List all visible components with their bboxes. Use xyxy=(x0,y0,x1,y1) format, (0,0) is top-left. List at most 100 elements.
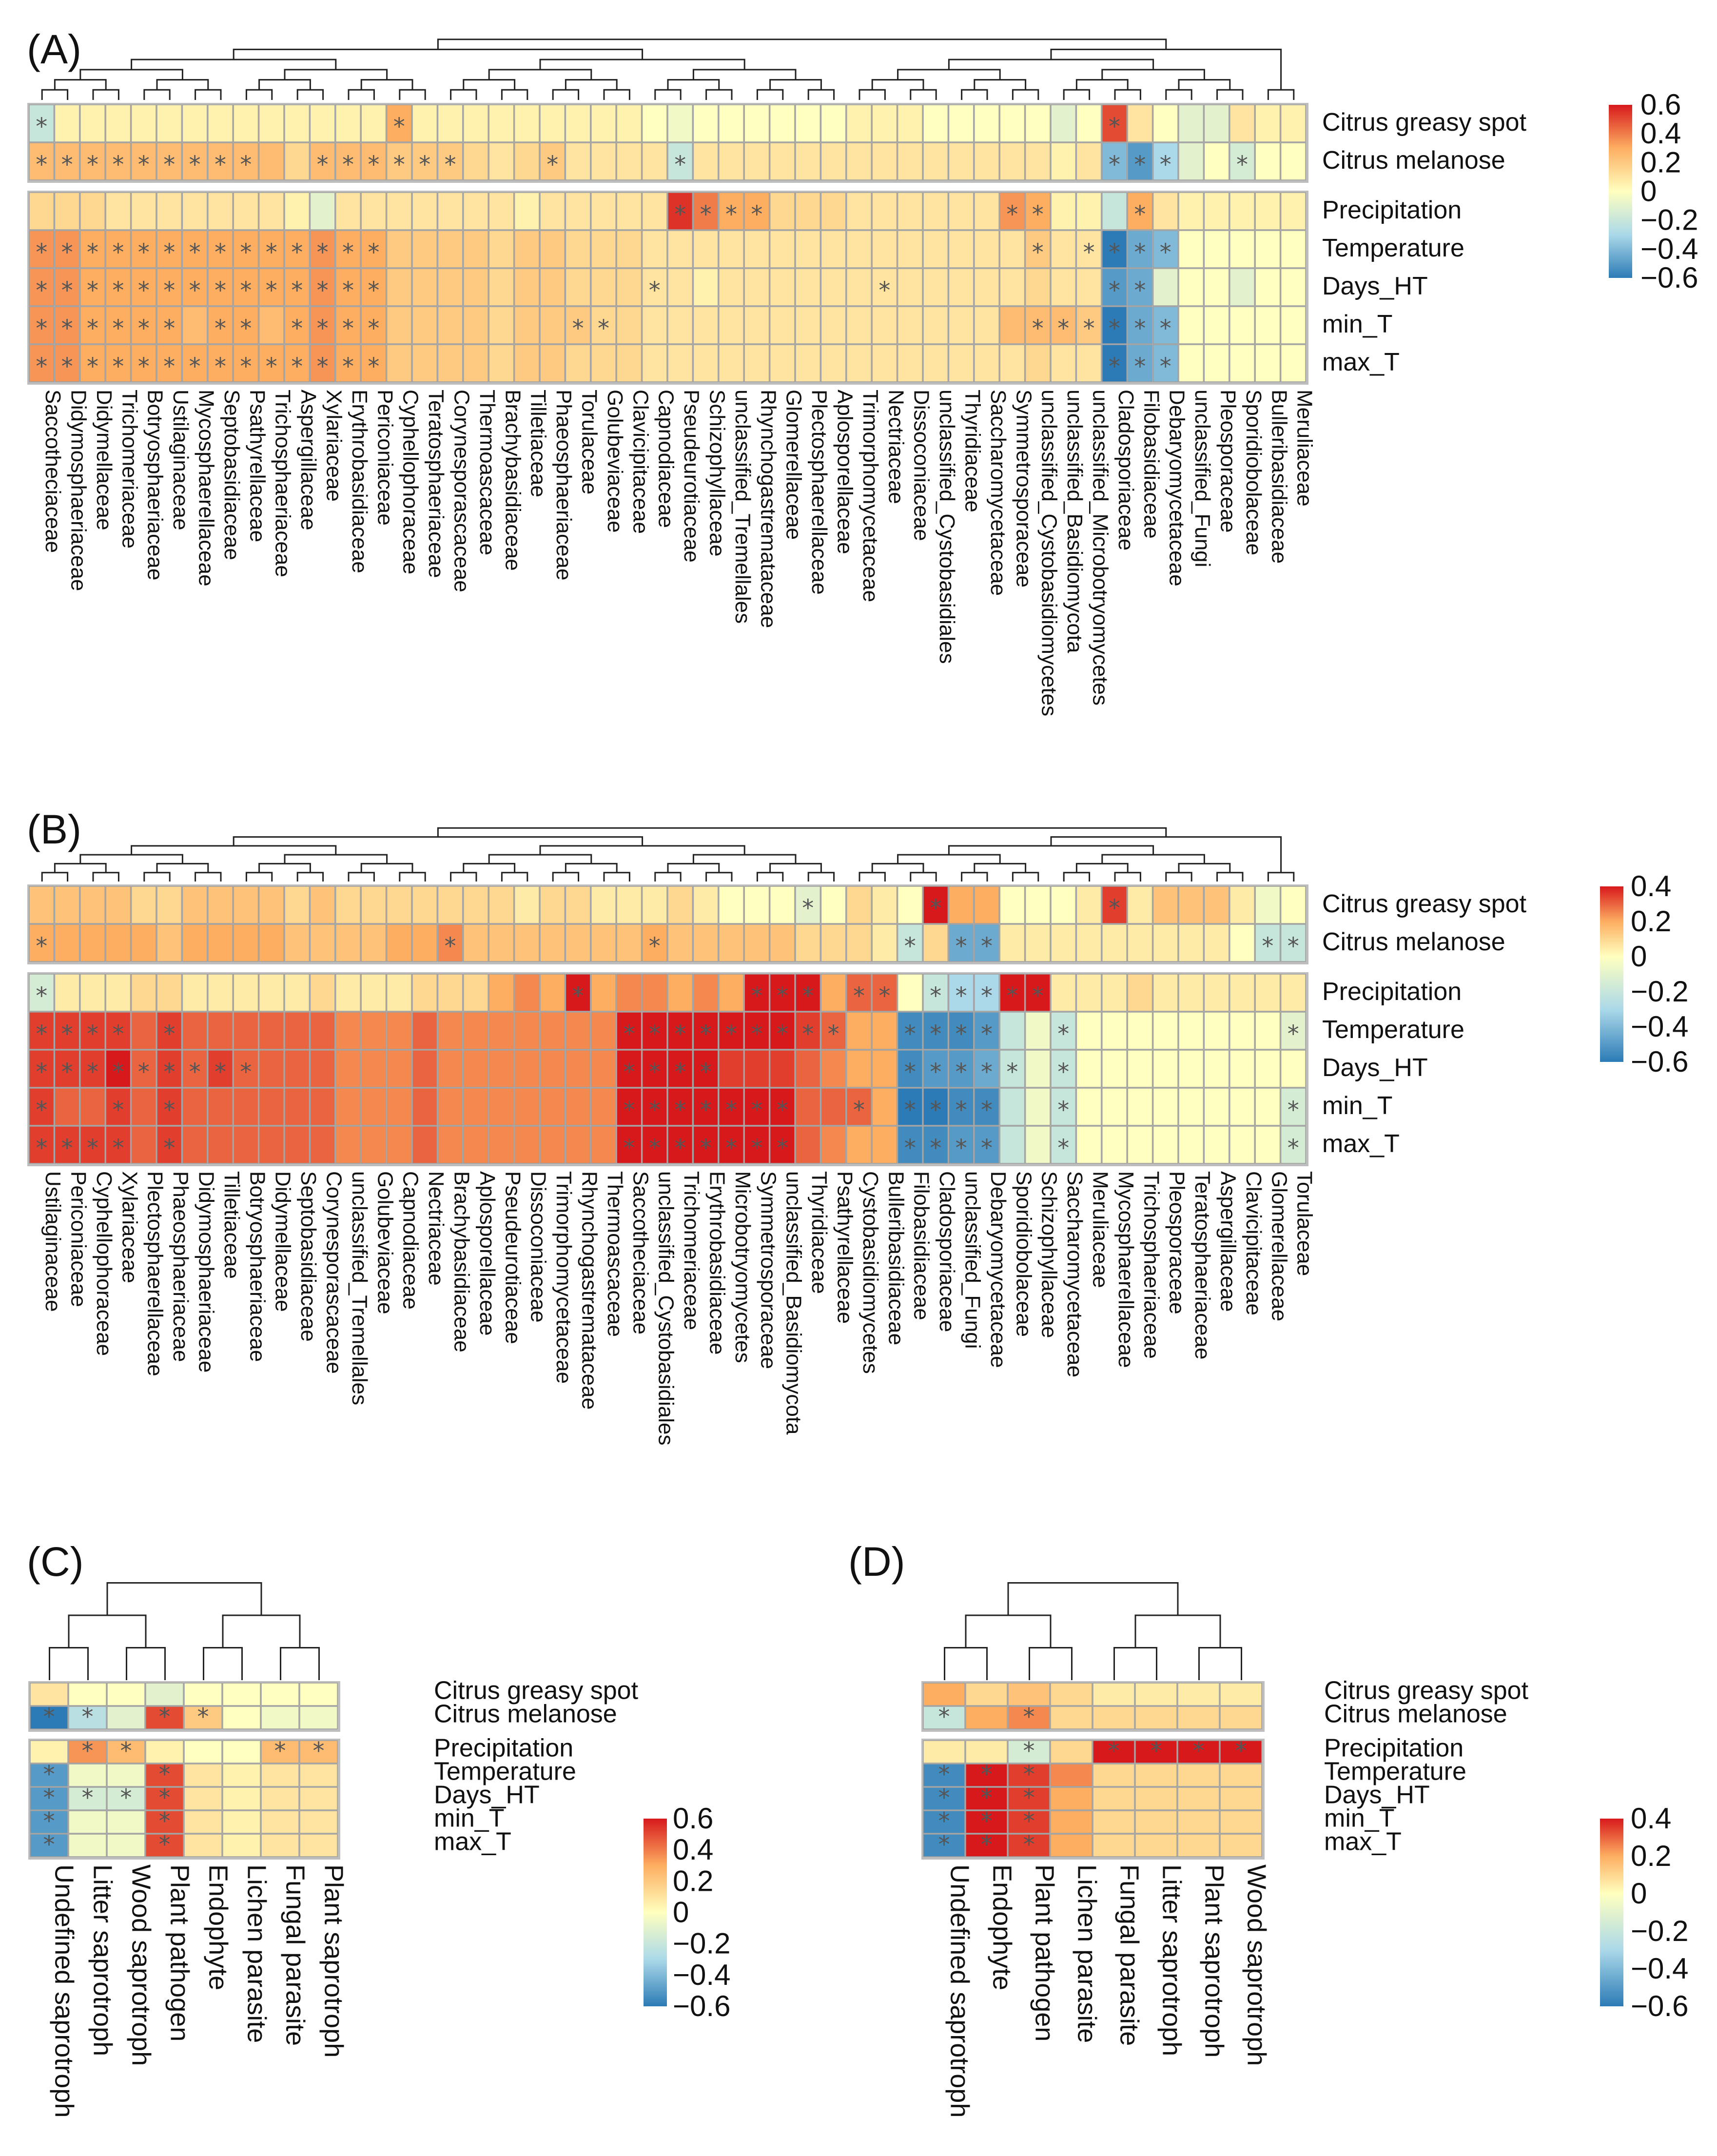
column-label: Undefined saprotroph xyxy=(49,1864,78,2117)
significance-star: * xyxy=(163,353,175,380)
heatmap-cell xyxy=(299,1683,338,1706)
column-label: Rhynchogastremataceae xyxy=(756,390,780,628)
heatmap-cell xyxy=(437,886,463,924)
heatmap-cell xyxy=(1127,974,1153,1012)
heatmap-cell xyxy=(233,230,259,268)
heatmap-cell xyxy=(795,142,821,180)
heatmap-cell xyxy=(1152,1050,1178,1088)
heatmap-cell xyxy=(923,1834,965,1857)
heatmap-cell xyxy=(1127,1012,1153,1050)
column-label: unclassified_Cystobasidiales xyxy=(935,390,959,664)
heatmap-cell xyxy=(1255,192,1281,230)
heatmap-cell xyxy=(1008,1834,1050,1857)
significance-star: * xyxy=(215,239,226,266)
dendrogram-branch xyxy=(807,872,835,882)
heatmap-cell xyxy=(1178,268,1204,306)
heatmap-cell xyxy=(1204,104,1229,142)
heatmap-cell xyxy=(182,1012,208,1050)
heatmap-cell xyxy=(30,1740,68,1764)
heatmap-cell xyxy=(1204,1126,1229,1164)
significance-star: * xyxy=(82,1703,94,1730)
heatmap-cell xyxy=(1093,1787,1135,1810)
heatmap-cell xyxy=(1229,306,1255,344)
significance-star: * xyxy=(938,1784,950,1811)
heatmap-cell xyxy=(412,192,438,230)
heatmap-cell xyxy=(667,142,693,180)
heatmap-cell xyxy=(1255,1126,1281,1164)
significance-star: * xyxy=(266,277,277,304)
significance-star: * xyxy=(163,315,175,342)
heatmap-cell xyxy=(872,1050,898,1088)
dendrogram-branch xyxy=(501,89,528,100)
heatmap-cell xyxy=(1229,1050,1255,1088)
heatmap-cell xyxy=(437,1088,463,1126)
dendrogram-branch xyxy=(280,1647,320,1680)
heatmap-cell xyxy=(642,1088,667,1126)
significance-star: * xyxy=(163,277,175,304)
heatmap-cell xyxy=(182,306,208,344)
heatmap-cell xyxy=(1229,230,1255,268)
heatmap-cell xyxy=(29,268,55,306)
heatmap-cell xyxy=(540,104,566,142)
heatmap-cell xyxy=(361,192,387,230)
heatmap-cell xyxy=(1280,142,1306,180)
dendrogram-branch xyxy=(126,1647,166,1680)
heatmap-cell xyxy=(1204,886,1229,924)
heatmap-cell xyxy=(233,1126,259,1164)
heatmap-cell xyxy=(54,924,80,962)
heatmap-cell xyxy=(1152,886,1178,924)
heatmap-cell xyxy=(1127,924,1153,962)
row-label: min_T xyxy=(1322,1092,1392,1120)
heatmap-cell xyxy=(514,974,540,1012)
climate-block: * * * * Precipitation* * Temperature* * * * Days_H… xyxy=(28,1734,576,1860)
heatmap-cell xyxy=(386,192,412,230)
significance-star: * xyxy=(1134,239,1146,266)
heatmap-cell xyxy=(667,104,693,142)
column-label: Wood saprotroph xyxy=(126,1864,156,2066)
column-label: Mycosphaerellaceae xyxy=(194,390,218,587)
significance-star: * xyxy=(112,277,124,304)
heatmap-cell xyxy=(591,1012,616,1050)
dendrogram-branch xyxy=(49,1647,89,1680)
heatmap-cell xyxy=(1178,104,1204,142)
legend-tick: −0.2 xyxy=(1631,1915,1688,1947)
heatmap-cell xyxy=(1152,230,1178,268)
heatmap-cell xyxy=(54,344,80,382)
heatmap-cell xyxy=(769,306,795,344)
dendrogram-branch xyxy=(450,872,477,882)
heatmap-cell xyxy=(1102,192,1127,230)
heatmap-cell xyxy=(156,192,182,230)
heatmap-cell xyxy=(565,268,591,306)
heatmap-cell xyxy=(1127,268,1153,306)
heatmap-cell xyxy=(222,1787,261,1810)
heatmap-cell xyxy=(1051,268,1076,306)
significance-star: * xyxy=(36,1058,47,1086)
significance-star: * xyxy=(1262,933,1273,960)
heatmap-cell xyxy=(361,886,387,924)
row-label: Days_HT xyxy=(434,1781,540,1809)
dendrogram-branch xyxy=(296,872,324,882)
significance-star: * xyxy=(87,1058,98,1086)
heatmap-cell xyxy=(335,886,361,924)
significance-star: * xyxy=(546,151,558,178)
heatmap-cell xyxy=(1008,1810,1050,1834)
heatmap-cell xyxy=(872,268,898,306)
significance-star: * xyxy=(189,1058,201,1086)
dendrogram-branch xyxy=(92,89,119,100)
column-label: Psathyrellaceae xyxy=(833,1171,857,1324)
heatmap-cell xyxy=(923,230,949,268)
dendrogram-branch xyxy=(1267,872,1295,882)
heatmap-cell xyxy=(1076,192,1102,230)
significance-star: * xyxy=(112,151,124,178)
heatmap-cell xyxy=(795,1126,821,1164)
heatmap-cell xyxy=(80,104,105,142)
heatmap-cell xyxy=(208,886,233,924)
significance-star: * xyxy=(904,933,916,960)
column-label: Fungal parasite xyxy=(280,1864,310,2046)
heatmap-cell xyxy=(299,1834,338,1857)
heatmap-cell xyxy=(744,344,770,382)
dendrogram-branch xyxy=(463,862,516,873)
significance-star: * xyxy=(623,1020,635,1048)
heatmap-cell xyxy=(182,1088,208,1126)
heatmap-cell xyxy=(565,1126,591,1164)
